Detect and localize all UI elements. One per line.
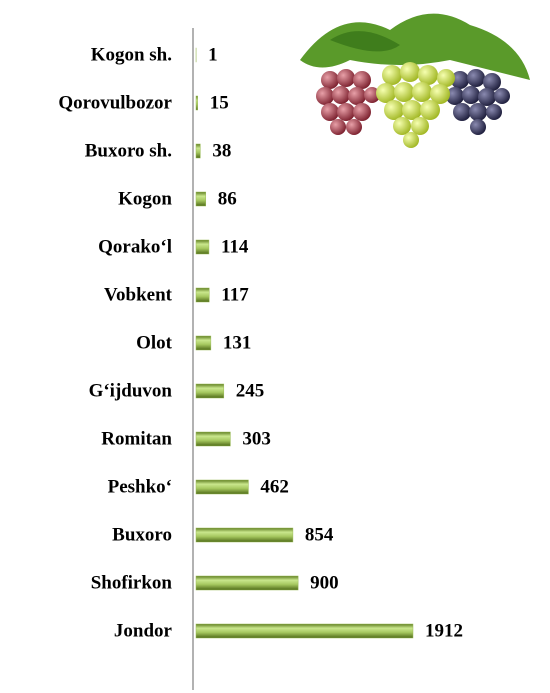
category-label: Buxoro — [112, 524, 172, 545]
category-label: Kogon sh. — [91, 44, 172, 65]
bar — [196, 576, 298, 590]
data-label: 462 — [260, 476, 289, 497]
bar — [196, 336, 211, 350]
data-label: 38 — [212, 140, 231, 161]
bar — [196, 528, 293, 542]
category-label: Qorovulbozor — [58, 92, 172, 113]
bar — [196, 288, 209, 302]
category-label: Romitan — [101, 428, 172, 449]
data-label: 86 — [218, 188, 237, 209]
bar — [196, 480, 248, 494]
category-label: Jondor — [114, 620, 173, 641]
data-label: 15 — [210, 92, 229, 113]
data-label: 114 — [221, 236, 249, 257]
grapes-decoration — [300, 14, 530, 148]
data-label: 1912 — [425, 620, 463, 641]
data-label: 245 — [236, 380, 265, 401]
bar — [196, 240, 209, 254]
bar — [196, 624, 413, 638]
category-label: G‘ijduvon — [89, 380, 173, 401]
data-label: 854 — [305, 524, 334, 545]
bar — [196, 192, 206, 206]
bar — [196, 432, 230, 446]
category-label: Shofirkon — [91, 572, 173, 593]
bar — [196, 384, 224, 398]
data-label: 117 — [221, 284, 249, 305]
data-label: 303 — [242, 428, 271, 449]
data-label: 900 — [310, 572, 339, 593]
data-label: 131 — [223, 332, 252, 353]
category-label: Peshko‘ — [108, 476, 172, 497]
category-label: Qorako‘l — [98, 236, 172, 257]
category-label: Vobkent — [104, 284, 173, 305]
bar — [196, 96, 198, 110]
bar — [196, 144, 200, 158]
category-label: Kogon — [118, 188, 172, 209]
chart: Kogon sh. 1 Qorovulbozor 15 Buxoro sh. 38 Kogo… — [0, 0, 550, 693]
data-label: 1 — [208, 44, 218, 65]
category-label: Buxoro sh. — [85, 140, 172, 161]
category-label: Olot — [136, 332, 173, 353]
